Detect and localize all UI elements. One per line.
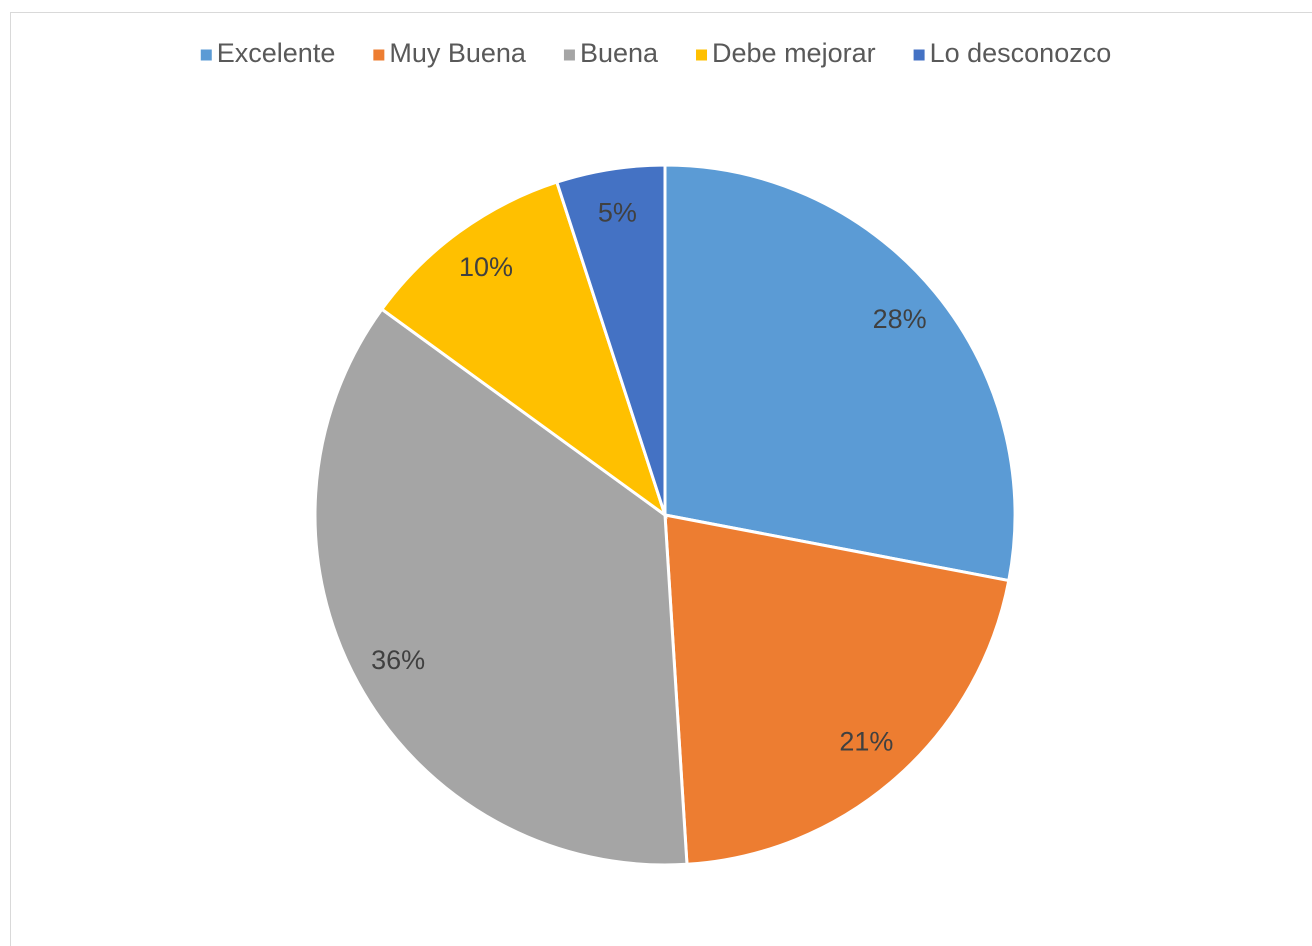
slice-label: 21% xyxy=(839,727,893,757)
legend-swatch xyxy=(913,49,925,61)
legend-text: Muy Buena xyxy=(389,38,527,68)
pie-slice xyxy=(554,163,667,516)
legend-text: Lo desconozco xyxy=(930,38,1112,68)
legend-swatch xyxy=(373,49,385,61)
legend-text: Excelente xyxy=(217,38,336,68)
pie-slice xyxy=(379,180,668,519)
legend-text: Debe mejorar xyxy=(712,38,876,68)
pie-slice xyxy=(313,307,689,867)
slice-label: 28% xyxy=(873,304,927,334)
legend-swatch xyxy=(563,49,575,61)
legend-swatch xyxy=(696,49,708,61)
legend-swatch xyxy=(200,49,212,61)
pie-slice xyxy=(663,513,1011,866)
slice-label: 36% xyxy=(371,645,425,675)
slice-label: 5% xyxy=(598,197,637,227)
legend-text: Buena xyxy=(580,38,659,68)
slice-label: 10% xyxy=(459,252,513,282)
pie-slice xyxy=(663,163,1017,583)
legend: Excelente Muy Buena Buena Debe mejorar Lo de… xyxy=(200,38,1112,68)
